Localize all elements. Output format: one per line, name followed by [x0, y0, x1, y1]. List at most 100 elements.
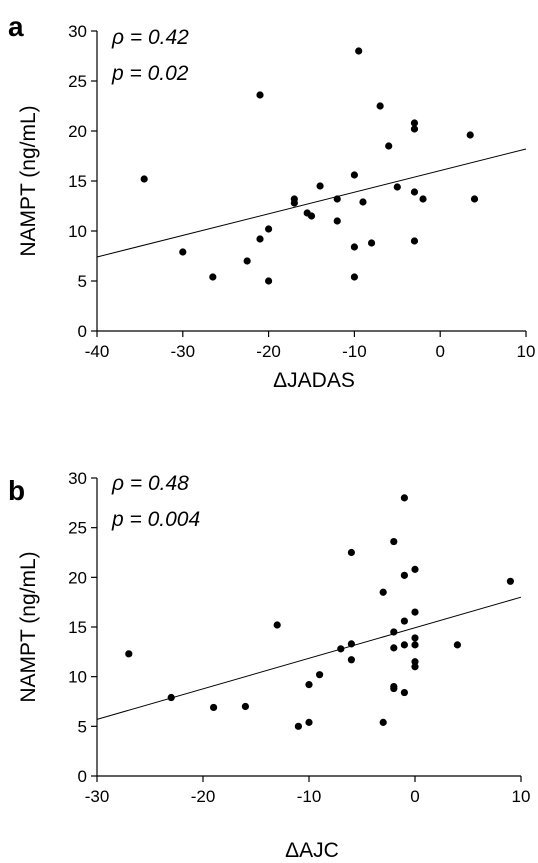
panel-a-data-point [333, 195, 341, 203]
panel-b-data-point [241, 702, 249, 711]
panel-a-data-point [350, 171, 358, 179]
panel-b-data-point [411, 641, 419, 649]
panel-a-y-tick-label: 10 [68, 222, 87, 241]
panel-a-data-point [466, 131, 474, 139]
panel-b-data-point [347, 640, 355, 648]
panel-a-data-point [410, 119, 419, 127]
panel-a-x-axis-title: ΔJADAS [273, 369, 355, 392]
panel-a-x-tick-label: 0 [435, 342, 444, 361]
panel-a-data-point [385, 142, 393, 150]
panel-a-data-point [209, 273, 217, 281]
panel-b-y-tick-label: 0 [78, 767, 87, 786]
panel-b-data-point [125, 650, 133, 658]
panel-a-p-annotation: p = 0.02 [111, 62, 189, 85]
panel-b-trendline [96, 596, 522, 720]
panel-b-points [125, 494, 514, 730]
panel-a-data-point [367, 239, 376, 247]
panel-a-data-point [243, 257, 251, 265]
panel-a-data-point [355, 47, 363, 55]
panel-b-data-point [273, 621, 281, 629]
panel-a-y-tick-label: 0 [78, 322, 87, 341]
panel-a-data-point [350, 243, 358, 251]
panel-a-y-ticks: 0 5 10 15 20 25 30 [68, 22, 97, 341]
panel-a-x-ticks: -40 -30 -20 -10 0 10 [85, 331, 536, 361]
panel-b-y-tick-label: 5 [78, 717, 87, 736]
panel-b-scatter-plot: b ρ = 0.48 p = 0.004 -30 -20 -10 0 10 0 5 10 15… [8, 469, 530, 862]
panel-a-data-point [140, 175, 148, 183]
panel-b-data-point [411, 658, 419, 666]
panel-b-data-point [411, 565, 419, 573]
panel-b-data-point [400, 571, 408, 579]
panel-a-data-point [256, 235, 264, 243]
panel-b-data-point [400, 617, 408, 625]
panel-b-y-tick-label: 30 [68, 469, 87, 488]
panel-a-x-tick-label: -20 [256, 342, 281, 361]
panel-a-data-point [410, 237, 419, 245]
panel-a-rho-annotation: ρ = 0.42 [111, 26, 189, 49]
panel-a-x-tick-label: 10 [517, 342, 536, 361]
panel-b-x-ticks: -30 -20 -10 0 10 [85, 776, 531, 806]
panel-b-data-point [400, 494, 408, 502]
panel-a-y-axis-title: NAMPT (ng/mL) [17, 105, 40, 256]
panel-a-y-tick-label: 30 [68, 22, 87, 41]
panel-b-data-point [294, 722, 302, 730]
panel-a-data-point [179, 248, 187, 256]
panel-b-y-tick-label: 10 [68, 668, 87, 687]
panel-b-x-tick-label: -20 [191, 787, 216, 806]
panel-b-data-point [411, 634, 419, 642]
panel-a-x-tick-label: -30 [171, 342, 196, 361]
panel-a-label: a [8, 11, 24, 42]
panel-b-data-point [390, 684, 398, 693]
panel-a-data-point [393, 183, 401, 191]
panel-b-rho-annotation: ρ = 0.48 [111, 472, 189, 495]
panel-b-x-tick-label: 0 [410, 787, 419, 806]
panel-b-data-point [453, 641, 461, 649]
panel-b-y-tick-label: 20 [68, 568, 87, 587]
panel-b-data-point [506, 577, 514, 585]
panel-b-data-point [305, 718, 313, 726]
panel-a-data-point [350, 273, 358, 281]
panel-a-data-point [307, 212, 316, 220]
panel-b-data-point [210, 703, 218, 712]
panel-a-data-point [470, 195, 479, 203]
panel-a-y-tick-label: 15 [68, 172, 87, 191]
panel-a-x-tick-label: -10 [342, 342, 367, 361]
panel-a-points [140, 47, 479, 285]
panel-a-y-tick-label: 5 [78, 272, 87, 291]
panel-b-x-tick-label: -30 [85, 787, 110, 806]
panel-b-data-point [347, 656, 355, 664]
panel-b-data-point [400, 641, 408, 649]
panel-a-data-point [410, 125, 419, 133]
panel-a-data-point [265, 277, 273, 285]
panel-a-scatter-plot: a ρ = 0.42 p = 0.02 -40 -30 -20 -10 0 10 0 5 10… [8, 11, 535, 392]
panel-b-p-annotation: p = 0.004 [111, 508, 200, 531]
panel-a-data-point [316, 182, 324, 190]
panel-b-y-axis-title: NAMPT (ng/mL) [17, 551, 40, 702]
panel-b-y-tick-label: 25 [68, 519, 87, 538]
panel-b-data-point [390, 537, 398, 546]
panel-a-data-point [256, 91, 264, 99]
panel-b-y-ticks: 0 5 10 15 20 25 30 [68, 469, 97, 786]
panel-b-x-tick-label: 10 [512, 787, 531, 806]
panel-b-data-point [305, 681, 313, 689]
panel-b-data-point [390, 644, 398, 652]
panel-b-data-point [347, 548, 355, 557]
panel-b-data-point [411, 608, 419, 616]
panel-b-x-axis-title: ΔAJC [285, 839, 339, 862]
panel-b-x-tick-label: -10 [297, 787, 322, 806]
panel-b-y-tick-label: 15 [68, 618, 87, 637]
panel-b-label: b [8, 475, 25, 506]
panel-b-data-point [379, 718, 387, 726]
panel-a-data-point [359, 198, 367, 206]
panel-a-data-point [376, 102, 384, 110]
panel-a-x-tick-label: -40 [85, 342, 110, 361]
panel-a-data-point [333, 217, 341, 225]
panel-a-y-tick-label: 20 [68, 122, 87, 141]
panel-a-data-point [265, 225, 273, 233]
panel-b-data-point [167, 693, 175, 702]
panel-b-data-point [411, 663, 419, 671]
panel-a-data-point [410, 188, 419, 196]
panel-a-y-tick-label: 25 [68, 72, 87, 91]
panel-b-data-point [390, 628, 398, 636]
